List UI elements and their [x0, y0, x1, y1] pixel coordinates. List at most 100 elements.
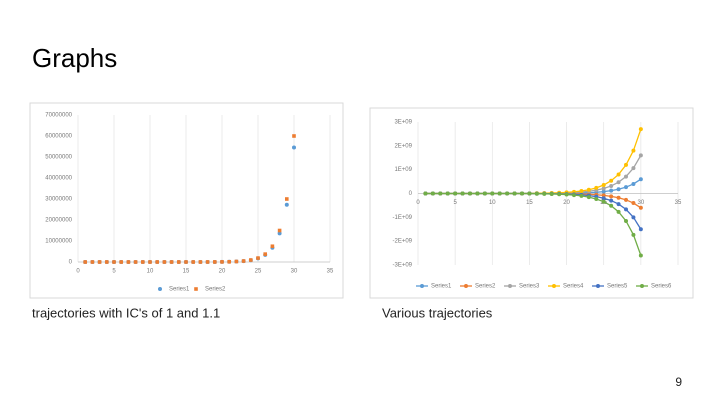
- x-tick-label: 15: [526, 200, 533, 206]
- data-point: [609, 188, 614, 193]
- chart-frame: [369, 107, 694, 299]
- x-tick-label: 10: [147, 269, 154, 275]
- data-point: [169, 260, 174, 264]
- data-point: [277, 228, 282, 233]
- x-tick-label: 10: [489, 200, 496, 206]
- page-number: 9: [675, 375, 682, 389]
- data-point: [609, 183, 614, 188]
- y-tick-label: 0: [409, 191, 413, 197]
- data-point: [631, 232, 636, 237]
- data-point: [609, 198, 614, 203]
- data-point: [624, 219, 628, 224]
- data-point: [263, 252, 267, 256]
- slide-title: Graphs: [32, 43, 117, 73]
- data-point: [601, 189, 606, 194]
- data-point: [227, 259, 231, 264]
- y-tick-label: 70000000: [45, 113, 72, 119]
- data-point: [497, 191, 502, 196]
- data-point: [126, 260, 131, 264]
- data-point: [430, 191, 435, 196]
- data-point: [616, 187, 621, 192]
- y-tick-label: 20000000: [45, 218, 72, 224]
- data-point: [616, 172, 621, 177]
- data-point: [97, 260, 102, 264]
- y-tick-label: 40000000: [45, 176, 72, 182]
- legend-swatch: [596, 284, 600, 288]
- y-tick-label: -3E+09: [392, 263, 412, 269]
- data-point: [638, 153, 643, 158]
- data-point: [177, 260, 181, 264]
- data-point: [148, 260, 152, 264]
- data-point: [191, 260, 195, 264]
- x-tick-label: 5: [453, 200, 457, 206]
- data-point: [162, 260, 167, 264]
- data-point: [256, 256, 260, 260]
- data-point: [631, 201, 636, 206]
- data-point: [475, 191, 480, 196]
- data-point: [624, 162, 628, 167]
- data-point: [631, 166, 636, 171]
- data-point: [284, 202, 289, 207]
- x-tick-label: 5: [112, 269, 116, 275]
- legend-label: Series6: [651, 284, 672, 290]
- y-tick-label: -1E+09: [392, 215, 412, 221]
- data-point: [205, 260, 210, 264]
- data-point: [520, 191, 524, 196]
- data-point: [631, 215, 636, 220]
- data-point: [482, 191, 487, 196]
- y-tick-label: 50000000: [45, 155, 72, 161]
- x-tick-label: 35: [327, 269, 334, 275]
- data-point: [601, 196, 606, 201]
- data-point: [292, 134, 296, 138]
- x-tick-label: 15: [183, 269, 190, 275]
- data-point: [277, 231, 282, 236]
- data-point: [285, 197, 289, 201]
- legend-swatch: [552, 284, 556, 288]
- data-point: [234, 259, 239, 264]
- data-point: [601, 193, 606, 198]
- x-tick-label: 20: [563, 200, 570, 206]
- y-tick-label: 30000000: [45, 197, 72, 203]
- data-point: [638, 205, 643, 210]
- y-tick-label: 3E+09: [394, 120, 412, 126]
- data-point: [468, 191, 472, 196]
- data-point: [445, 191, 450, 196]
- legend-swatch: [194, 287, 198, 291]
- legend-label: Series1: [431, 284, 452, 290]
- data-point: [609, 178, 614, 183]
- y-tick-label: 0: [69, 260, 73, 266]
- data-point: [249, 258, 253, 262]
- data-point: [631, 148, 636, 153]
- data-point: [292, 145, 296, 150]
- x-tick-label: 0: [76, 269, 80, 275]
- data-point: [564, 192, 569, 197]
- data-point: [579, 188, 584, 193]
- caption: trajectories with IC's of 1 and 1.1: [32, 305, 220, 320]
- data-point: [572, 193, 576, 198]
- data-point: [631, 181, 636, 186]
- data-point: [453, 191, 458, 196]
- y-tick-label: 10000000: [45, 239, 72, 245]
- legend-label: Series2: [205, 287, 226, 293]
- data-point: [638, 253, 643, 258]
- x-tick-label: 20: [219, 269, 226, 275]
- data-point: [638, 227, 643, 232]
- data-point: [586, 187, 591, 192]
- data-point: [105, 260, 109, 264]
- data-point: [270, 244, 275, 249]
- data-point: [512, 191, 517, 196]
- data-point: [601, 199, 606, 204]
- data-point: [112, 260, 116, 264]
- data-point: [594, 185, 599, 190]
- data-point: [542, 191, 547, 196]
- data-point: [616, 209, 621, 214]
- data-point: [534, 191, 539, 196]
- data-point: [423, 191, 428, 196]
- y-tick-label: 2E+09: [394, 143, 412, 149]
- data-point: [609, 194, 614, 199]
- data-point: [133, 260, 138, 264]
- x-tick-label: 0: [416, 200, 420, 206]
- data-point: [213, 260, 217, 264]
- data-point: [601, 186, 606, 191]
